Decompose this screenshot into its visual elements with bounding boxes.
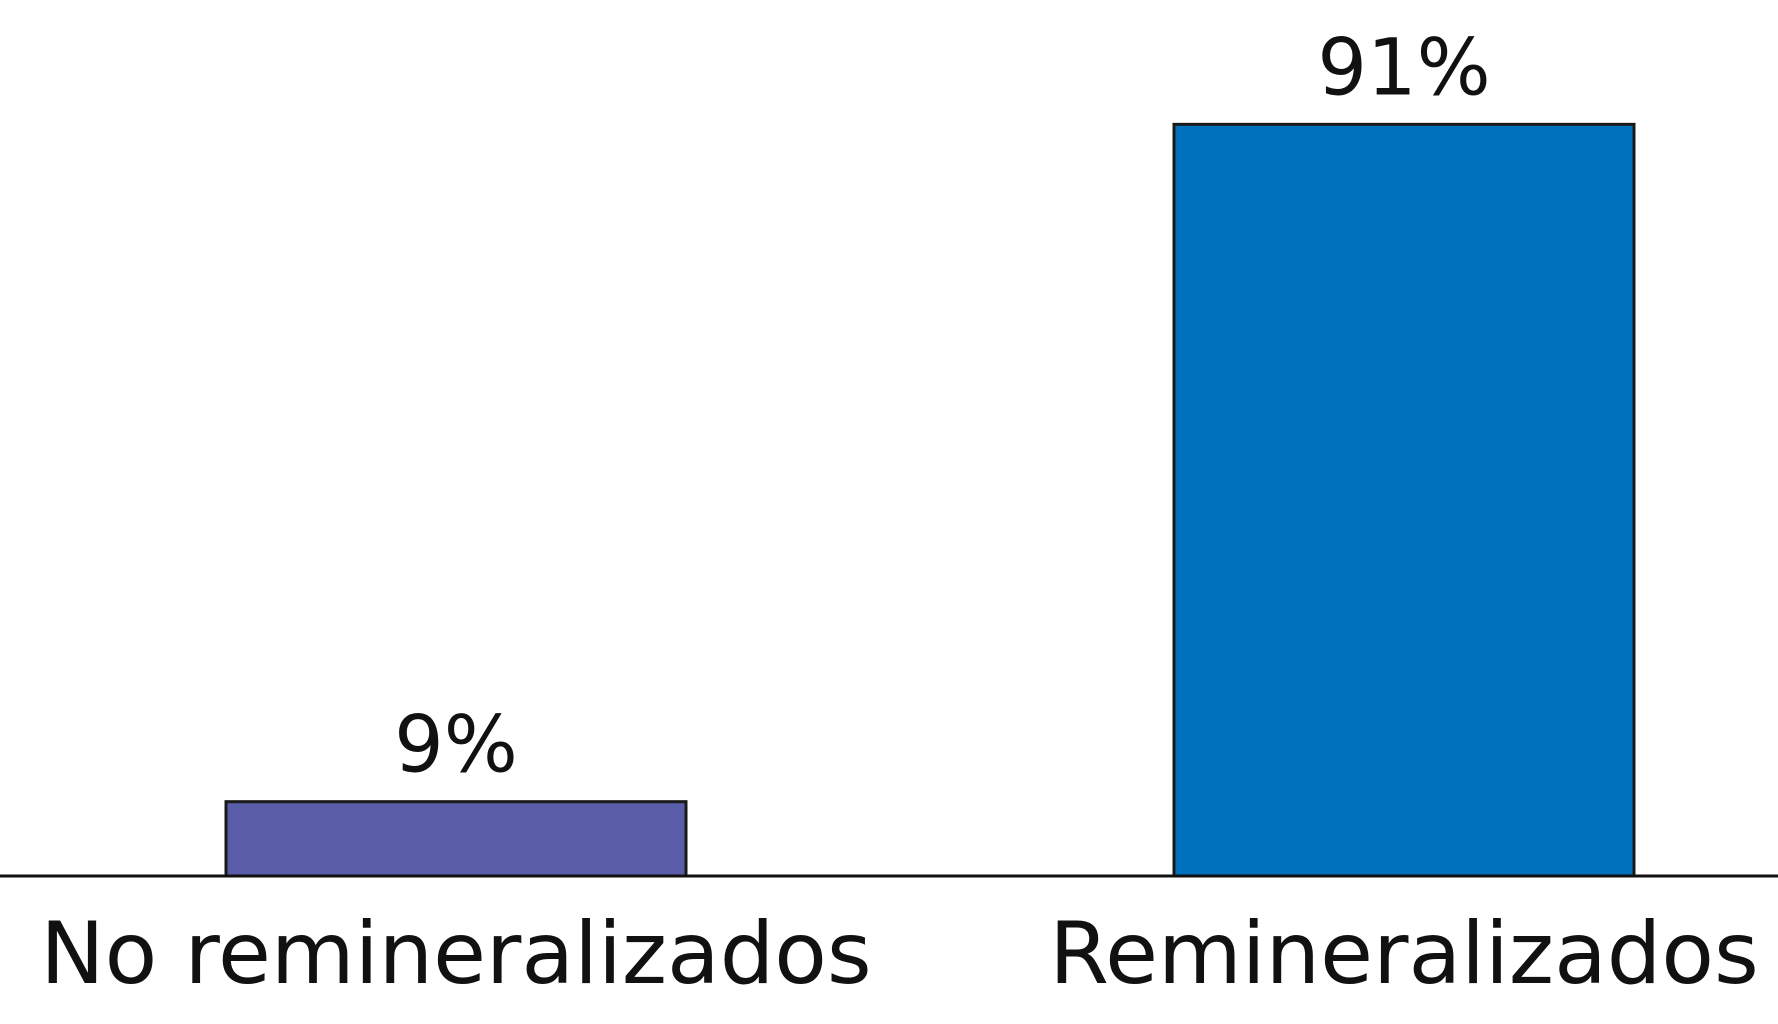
bar-no-remineralizados bbox=[224, 800, 688, 878]
category-label: Remineralizados bbox=[1049, 904, 1759, 1004]
bars-layer bbox=[224, 122, 1636, 878]
bar-remineralizados bbox=[1172, 122, 1636, 878]
bar-value-label: 9% bbox=[394, 701, 518, 791]
labels-layer: 9% No remineralizados 91% Remineralizados bbox=[40, 23, 1759, 1004]
category-label: No remineralizados bbox=[40, 904, 871, 1004]
bar-value-label: 91% bbox=[1317, 23, 1490, 113]
